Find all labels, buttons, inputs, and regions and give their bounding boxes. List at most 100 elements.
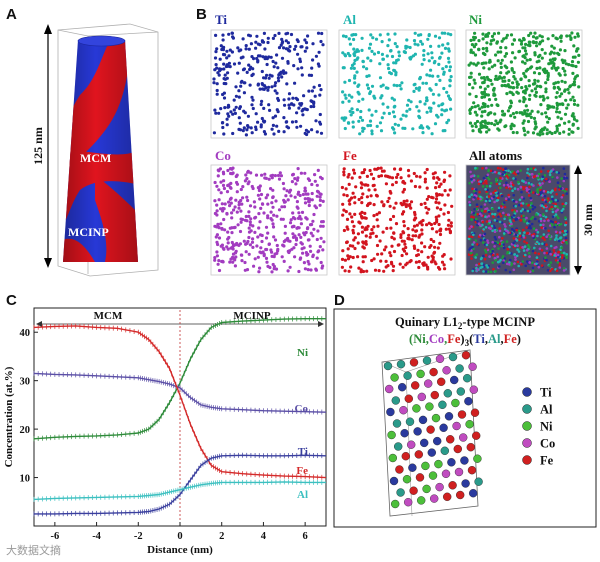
atom-dot (568, 85, 572, 89)
atom-dot (554, 198, 558, 202)
lattice-atom (463, 374, 472, 383)
atom-dot (488, 111, 492, 115)
atom-dot (479, 224, 482, 227)
atom-dot (512, 237, 516, 240)
atom-dot (231, 112, 235, 116)
atom-dot (287, 92, 292, 96)
atom-dot (320, 177, 324, 181)
atom-dot (565, 187, 568, 191)
atom-dot (447, 118, 451, 122)
lattice-atom (413, 427, 422, 436)
atom-dot (366, 124, 370, 128)
atom-dot (571, 95, 575, 99)
atom-dot (533, 246, 536, 250)
lattice-atom (444, 412, 454, 421)
atom-dot (476, 175, 480, 178)
atom-dot (515, 254, 519, 258)
atom-dot (425, 211, 429, 215)
atom-dot (509, 182, 513, 185)
atom-dot (534, 213, 538, 216)
atom-dot (475, 119, 480, 124)
atom-dot (299, 222, 303, 226)
lattice-atom (461, 351, 471, 360)
atom-dot (264, 225, 269, 229)
atom-dot (490, 103, 494, 107)
atom-dot (521, 260, 525, 263)
atom-dot (523, 109, 527, 113)
atom-dot (365, 174, 369, 178)
atom-dot (490, 65, 494, 69)
atom-dot (378, 62, 382, 66)
lattice-atom (418, 415, 428, 425)
atom-dot (366, 86, 371, 90)
atom-dot (267, 76, 271, 80)
atom-dot (534, 40, 538, 45)
atom-dot (343, 54, 348, 58)
atom-dot (311, 42, 315, 46)
atom-dot (375, 212, 379, 216)
atom-dot (394, 61, 398, 65)
lattice-atom (396, 360, 406, 369)
atom-dot (264, 76, 268, 80)
atom-dot (536, 79, 540, 83)
atom-dot (309, 105, 313, 109)
atom-dot (559, 187, 563, 190)
lattice-atom (402, 475, 412, 484)
lattice-atom (447, 458, 456, 467)
atom-dot (319, 236, 323, 240)
atom-dot (541, 175, 545, 178)
atom-dot (351, 255, 355, 260)
atom-dot (516, 170, 520, 173)
atom-dot (249, 126, 253, 130)
atom-dot (258, 220, 262, 224)
atom-dot (534, 122, 538, 126)
atom-dot (480, 114, 484, 118)
atom-dot (555, 171, 559, 174)
atom-dot (431, 92, 435, 96)
atom-dot (553, 188, 557, 192)
atom-dot (476, 213, 480, 216)
atom-dot (296, 216, 301, 220)
atom-dot (376, 252, 380, 256)
atom-dot (508, 219, 512, 222)
atom-dot (347, 182, 351, 186)
atom-dot (392, 249, 397, 254)
atom-dot (363, 168, 367, 172)
atom-dot (481, 167, 484, 170)
atom-dot (554, 230, 558, 234)
atom-dot (438, 56, 442, 60)
atom-dot (404, 44, 408, 49)
atom-dot (489, 192, 493, 196)
atom-dot (443, 170, 447, 174)
atom-dot (547, 219, 550, 222)
atom-dot (392, 206, 396, 210)
atom-dot (537, 72, 542, 76)
atom-dot (510, 81, 515, 85)
atom-dot (311, 253, 315, 257)
atom-dot (362, 170, 366, 175)
atom-dot (275, 91, 279, 95)
atom-dot (238, 105, 242, 109)
atom-dot (556, 261, 560, 264)
atom-dot (310, 191, 314, 196)
atom-dot (551, 34, 555, 38)
atom-dot (471, 187, 474, 191)
atom-dot (379, 166, 383, 170)
atom-dot (264, 196, 268, 200)
atom-dot (294, 182, 298, 186)
atom-dot (562, 130, 566, 134)
atom-dot (234, 85, 238, 89)
atom-dot (512, 193, 515, 197)
atom-dot (515, 217, 519, 221)
atom-dot (481, 265, 484, 269)
lattice-atom (430, 494, 439, 503)
atom-dot (346, 121, 351, 125)
atom-dot (422, 263, 426, 267)
atom-dot (368, 42, 373, 46)
atom-dot (254, 125, 258, 129)
atom-dot (302, 94, 306, 98)
lattice-atom (403, 371, 412, 380)
atom-dot (306, 268, 310, 272)
atom-dot (364, 183, 368, 187)
atom-dot (239, 48, 243, 52)
